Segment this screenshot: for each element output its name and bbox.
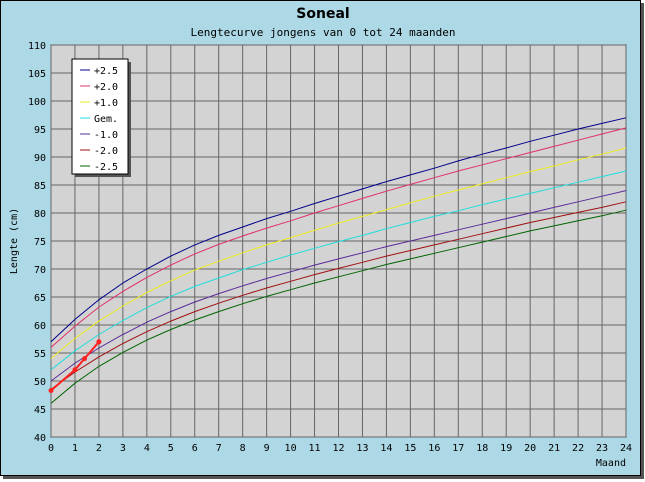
x-tick-label: 12 bbox=[332, 443, 344, 454]
x-tick-label: 7 bbox=[216, 443, 222, 454]
legend-label: +2.0 bbox=[94, 82, 118, 93]
y-axis-label: Lengte (cm) bbox=[9, 208, 20, 274]
legend-label: -2.5 bbox=[94, 162, 118, 173]
x-tick-label: 18 bbox=[476, 443, 488, 454]
x-tick-label: 1 bbox=[72, 443, 78, 454]
chart-title: Soneal bbox=[296, 6, 349, 22]
x-tick-label: 0 bbox=[48, 443, 54, 454]
x-tick-label: 2 bbox=[96, 443, 102, 454]
x-tick-label: 6 bbox=[192, 443, 198, 454]
y-tick-label: 90 bbox=[34, 153, 46, 164]
measurement-point bbox=[72, 367, 78, 373]
y-tick-labels: 40 45 50 55 60 65 70 75 80 85 90 95 100 105 110 bbox=[28, 41, 46, 444]
x-tick-label: 16 bbox=[428, 443, 440, 454]
series-line bbox=[50, 170, 627, 371]
y-tick-label: 65 bbox=[34, 293, 46, 304]
y-tick-label: 45 bbox=[34, 405, 46, 416]
y-tick-label: 80 bbox=[34, 209, 46, 220]
measurement-line bbox=[50, 341, 100, 392]
y-tick-label: 85 bbox=[34, 181, 46, 192]
chart-subtitle: Lengtecurve jongens van 0 tot 24 maanden bbox=[191, 26, 456, 39]
x-tick-label: 24 bbox=[620, 443, 632, 454]
measurements bbox=[48, 339, 102, 394]
x-axis-label: Maand bbox=[596, 458, 626, 469]
series-line bbox=[50, 117, 627, 343]
x-tick-label: 10 bbox=[285, 443, 297, 454]
x-tick-label: 13 bbox=[356, 443, 368, 454]
legend-label: -2.0 bbox=[94, 146, 118, 157]
series-line bbox=[50, 147, 627, 359]
y-tick-label: 70 bbox=[34, 265, 46, 276]
y-tick-label: 40 bbox=[34, 433, 46, 444]
x-tick-label: 14 bbox=[380, 443, 392, 454]
y-tick-label: 100 bbox=[28, 97, 46, 108]
x-tick-label: 17 bbox=[452, 443, 464, 454]
measurement-point bbox=[82, 356, 88, 362]
x-tick-label: 3 bbox=[120, 443, 126, 454]
x-tick-label: 9 bbox=[264, 443, 270, 454]
x-tick-label: 22 bbox=[572, 443, 584, 454]
y-tick-label: 110 bbox=[28, 41, 46, 52]
y-tick-label: 95 bbox=[34, 125, 46, 136]
x-tick-labels: 0 1 2 3 4 5 6 7 8 9 10 11 12 13 14 15 16 17 18 19 20 21 22 23 24 bbox=[48, 443, 632, 454]
series-lines bbox=[50, 117, 627, 404]
series-line bbox=[50, 201, 627, 390]
x-tick-label: 4 bbox=[144, 443, 150, 454]
x-tick-label: 23 bbox=[596, 443, 608, 454]
grid-lines bbox=[50, 44, 627, 438]
series-line bbox=[50, 209, 627, 404]
legend: +2.5 +2.0 +1.0 Gem. -1.0 -2.0 -2.5 bbox=[71, 58, 131, 177]
y-tick-label: 55 bbox=[34, 349, 46, 360]
measurement-point bbox=[96, 339, 102, 345]
x-tick-label: 8 bbox=[240, 443, 246, 454]
series-line bbox=[50, 190, 627, 382]
legend-label: -1.0 bbox=[94, 130, 118, 141]
x-tick-label: 15 bbox=[404, 443, 416, 454]
series-line bbox=[50, 127, 627, 348]
x-tick-label: 21 bbox=[548, 443, 560, 454]
y-tick-label: 105 bbox=[28, 69, 46, 80]
legend-label: +1.0 bbox=[94, 98, 118, 109]
x-tick-label: 11 bbox=[309, 443, 321, 454]
x-tick-label: 20 bbox=[524, 443, 536, 454]
y-tick-label: 75 bbox=[34, 237, 46, 248]
x-tick-label: 19 bbox=[500, 443, 512, 454]
measurement-point bbox=[48, 388, 54, 394]
y-tick-label: 60 bbox=[34, 321, 46, 332]
legend-box bbox=[71, 58, 129, 175]
legend-label: Gem. bbox=[94, 114, 118, 125]
x-tick-label: 5 bbox=[168, 443, 174, 454]
legend-label: +2.5 bbox=[94, 66, 118, 77]
y-tick-label: 50 bbox=[34, 377, 46, 388]
